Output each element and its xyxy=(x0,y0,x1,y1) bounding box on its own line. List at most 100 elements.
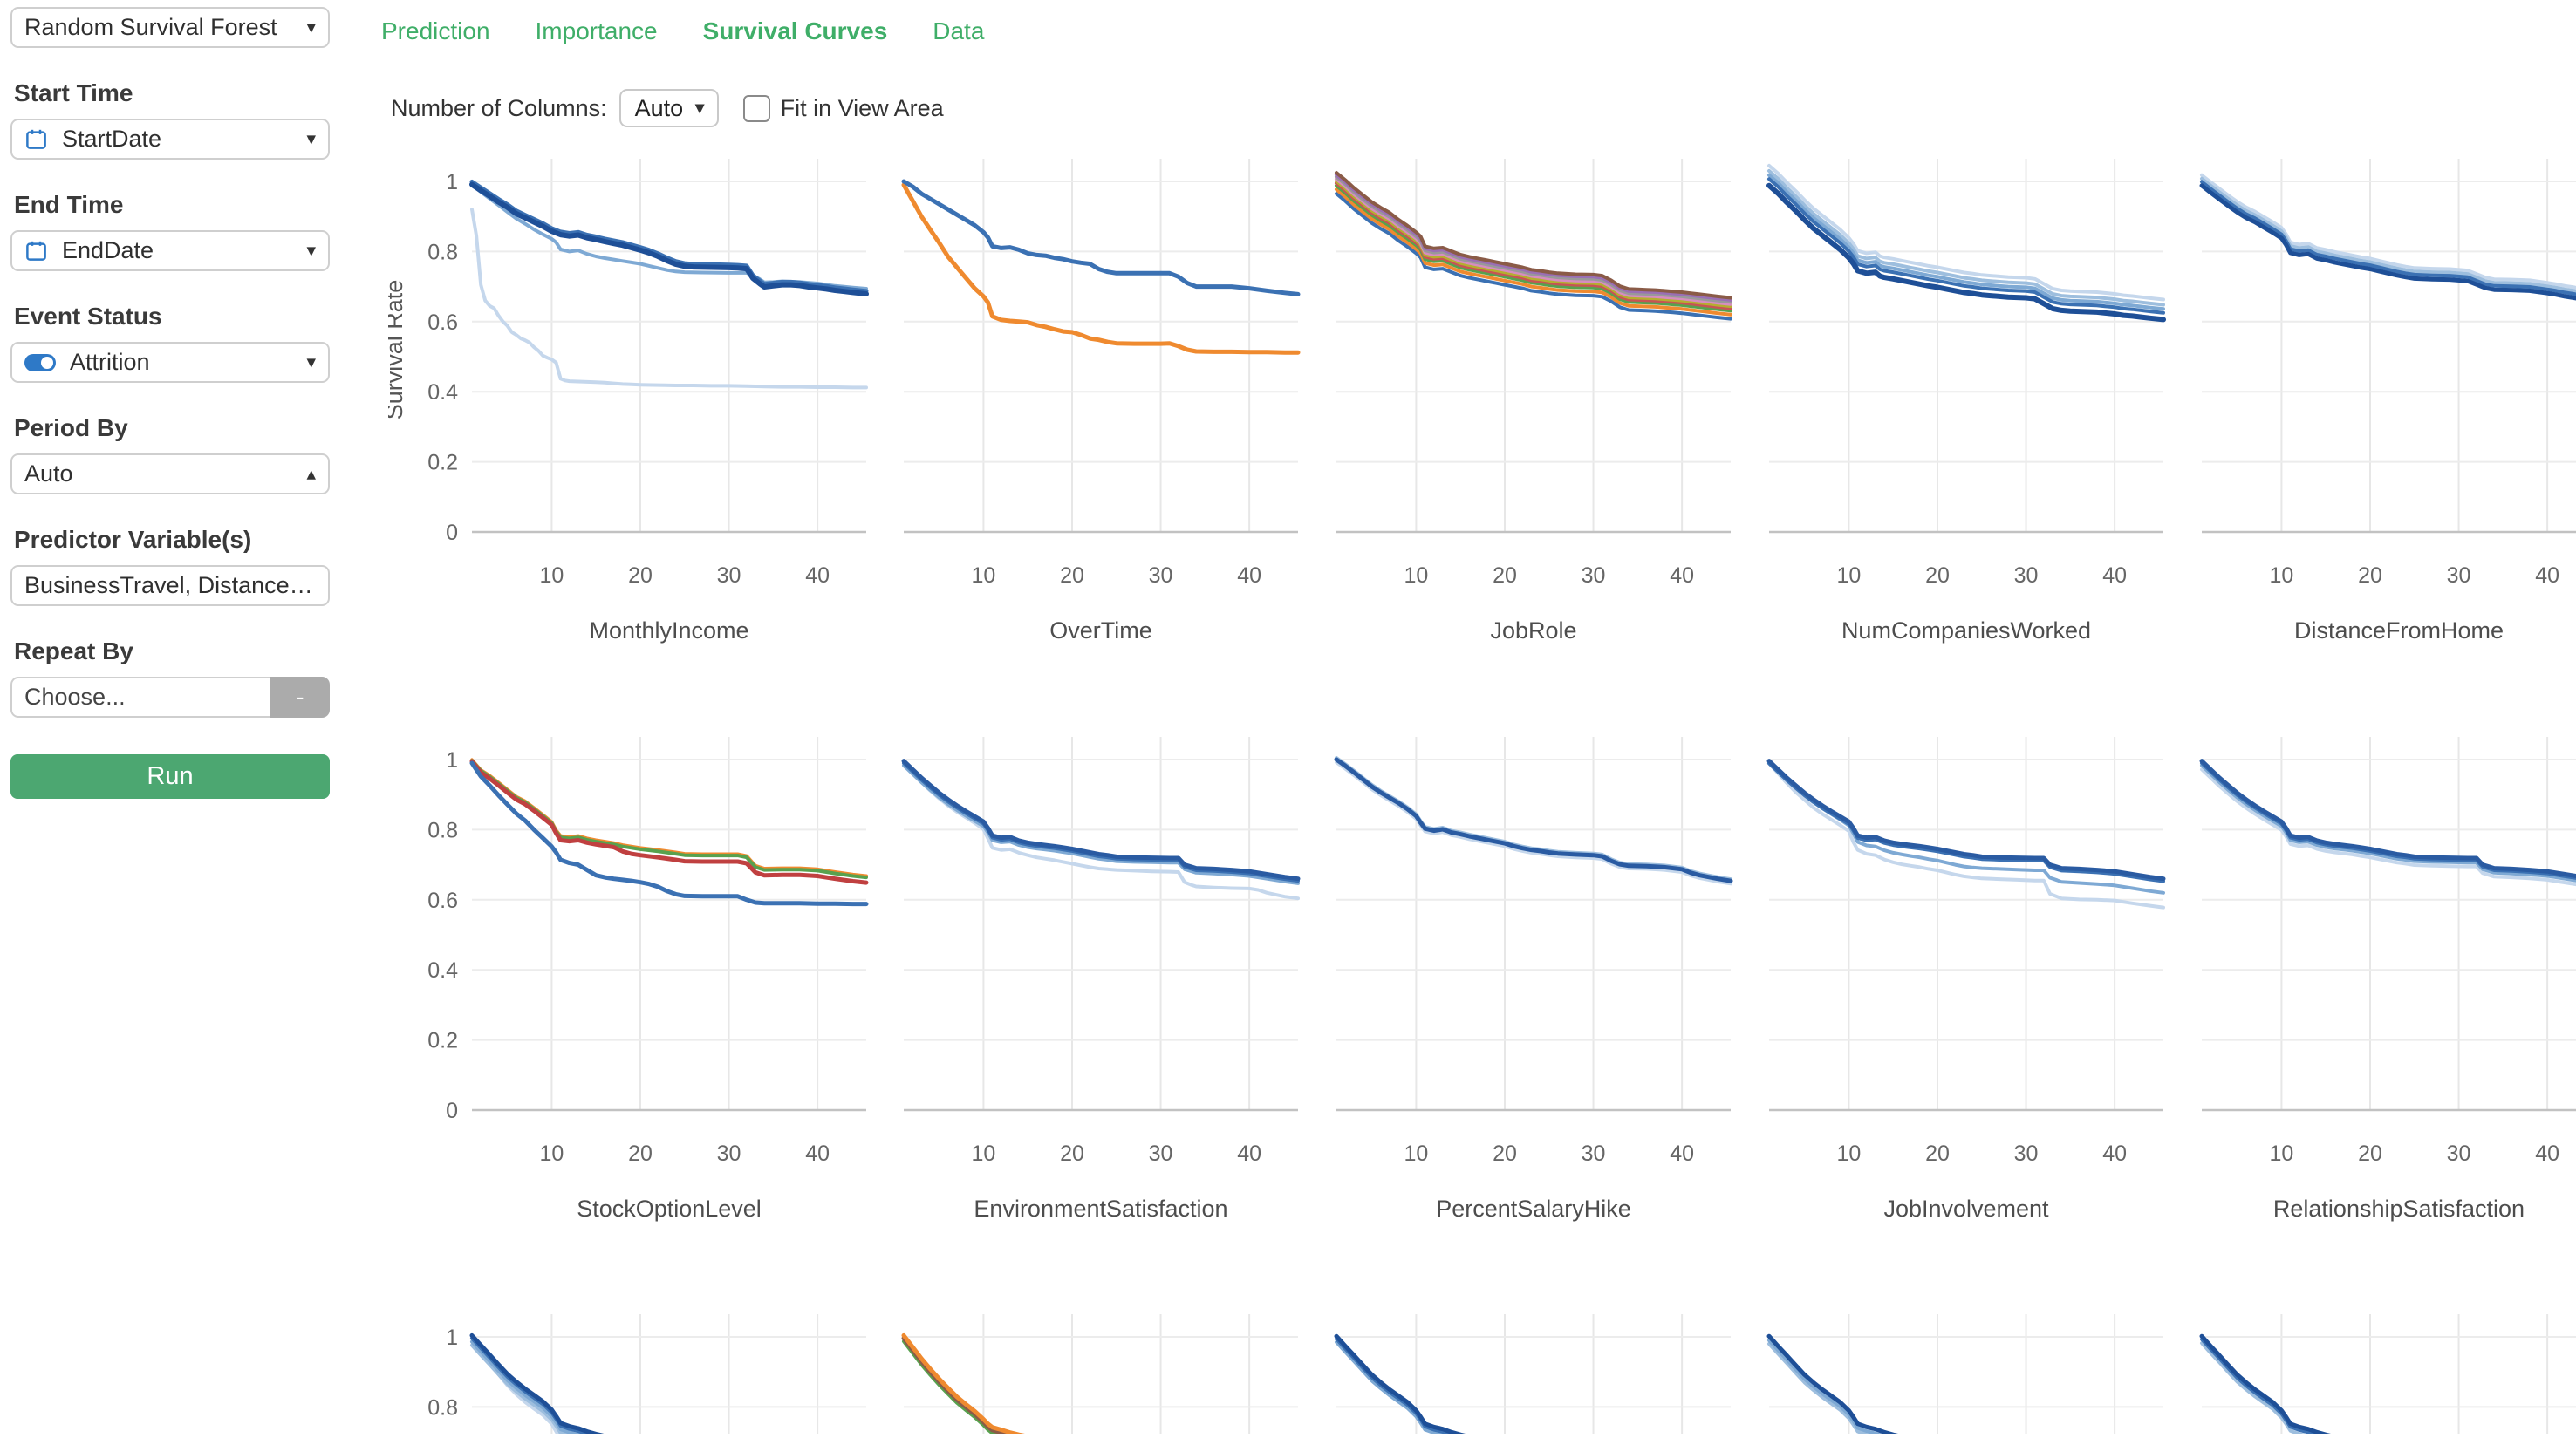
x-tick-label: 10 xyxy=(972,1142,996,1166)
chevron-down-icon: ▾ xyxy=(306,17,316,37)
survival-curve-2 xyxy=(470,183,868,290)
repeat-by-input[interactable]: Choose... xyxy=(10,677,270,718)
survival-curve-2 xyxy=(1335,756,1732,882)
survival-curve-1 xyxy=(1767,163,2165,302)
predictor-variables-label: Predictor Variable(s) xyxy=(14,526,252,553)
x-tick-label: 20 xyxy=(1060,1142,1084,1166)
event-status-select[interactable]: Attrition ▾ xyxy=(10,342,330,383)
x-tick-label: 30 xyxy=(2447,563,2471,588)
period-by-value: Auto xyxy=(24,460,73,487)
y-tick-label: 0 xyxy=(446,521,458,545)
model-select-value: Random Survival Forest xyxy=(24,14,277,40)
survival-curve-4 xyxy=(1767,177,2165,315)
y-tick-label: 0.8 xyxy=(427,1395,458,1420)
chart-title: EnvironmentSatisfaction xyxy=(974,1196,1227,1222)
tab-prediction[interactable]: Prediction xyxy=(381,17,490,44)
period-by-label: Period By xyxy=(14,414,128,441)
start-time-select[interactable]: StartDate ▾ xyxy=(10,119,330,160)
survival-chart-RelationshipSatisfaction: 10 20 30 40 RelationshipSatisfaction xyxy=(2199,737,2576,1222)
survival-curve-3 xyxy=(1767,761,2165,883)
run-button[interactable]: Run xyxy=(10,754,330,799)
y-tick-label: 1 xyxy=(446,748,458,773)
survival-curve-1 xyxy=(1335,1340,1458,1438)
x-tick-label: 10 xyxy=(540,1142,564,1166)
x-tick-label: 20 xyxy=(2358,1142,2382,1166)
end-time-label: End Time xyxy=(14,191,124,218)
survival-curve-1 xyxy=(2200,1341,2320,1438)
event-status-label: Event Status xyxy=(14,303,162,330)
repeat-by-label: Repeat By xyxy=(14,637,133,664)
survival-curve-3 xyxy=(2200,180,2576,296)
tab-data[interactable]: Data xyxy=(933,17,985,44)
survival-curve-6 xyxy=(1335,177,1732,306)
survival-curve-2 xyxy=(902,763,1300,885)
survival-curve-3 xyxy=(469,179,869,294)
tab-bar: Prediction Importance Survival Curves Da… xyxy=(381,17,984,45)
y-tick-label: 1 xyxy=(446,1326,458,1350)
x-tick-label: 40 xyxy=(2535,1142,2559,1166)
chart-title: StockOptionLevel xyxy=(577,1196,762,1222)
x-tick-label: 10 xyxy=(1837,563,1862,588)
survival-curve-3 xyxy=(469,759,869,885)
tab-survival-curves[interactable]: Survival Curves xyxy=(702,17,888,44)
survival-curve-1 xyxy=(2200,173,2576,290)
survival-curve-2 xyxy=(901,179,1301,296)
chart-toolbar: Number of Columns: Auto ▾ Fit in View Ar… xyxy=(391,89,944,127)
end-time-value: EndDate xyxy=(62,237,154,263)
survival-chart-PercentSalaryHike: 10 20 30 40 PercentSalaryHike xyxy=(1334,737,1733,1222)
x-tick-label: 10 xyxy=(972,563,996,588)
survival-curve-2 xyxy=(2200,1337,2334,1438)
number-of-columns-label: Number of Columns: xyxy=(391,94,607,121)
event-status-value: Attrition xyxy=(70,349,150,375)
x-tick-label: 40 xyxy=(1670,563,1694,588)
survival-curve-4 xyxy=(901,1332,1052,1438)
model-select[interactable]: Random Survival Forest ▾ xyxy=(10,7,330,48)
x-tick-label: 10 xyxy=(1837,1142,1862,1166)
x-tick-label: 40 xyxy=(1237,563,1261,588)
survival-curve-1 xyxy=(902,761,1300,901)
x-tick-label: 20 xyxy=(1060,563,1084,588)
repeat-by-clear-button[interactable]: - xyxy=(270,677,330,718)
survival-curve-2 xyxy=(1767,1339,1897,1438)
survival-curve-2 xyxy=(2200,176,2576,293)
survival-curve-3 xyxy=(901,1336,1034,1438)
x-tick-label: 20 xyxy=(1925,1142,1950,1166)
survival-curve-1 xyxy=(1335,192,1732,321)
y-tick-label: 0.6 xyxy=(427,310,458,335)
survival-curve-4 xyxy=(1766,759,2166,882)
predictor-variables-input[interactable]: BusinessTravel, DistanceFr... xyxy=(10,565,330,606)
survival-chart-row3-col4 xyxy=(1766,1314,2163,1438)
survival-curve-1 xyxy=(902,1338,1022,1438)
period-by-select[interactable]: Auto ▴ xyxy=(10,453,330,494)
x-tick-label: 10 xyxy=(1404,1142,1429,1166)
survival-curve-3 xyxy=(902,761,1300,883)
start-time-value: StartDate xyxy=(62,126,162,152)
y-tick-label: 0.8 xyxy=(427,240,458,264)
survival-curve-2 xyxy=(1335,187,1732,317)
fit-in-view-checkbox[interactable] xyxy=(742,94,770,122)
tab-importance[interactable]: Importance xyxy=(535,17,658,44)
y-axis-title: Survival Rate xyxy=(388,280,407,420)
survival-curve-1 xyxy=(470,1337,564,1438)
survival-chart-JobInvolvement: 10 20 30 40 JobInvolvement xyxy=(1766,737,2166,1222)
x-tick-label: 10 xyxy=(540,563,564,588)
chevron-down-icon: ▾ xyxy=(695,99,705,118)
survival-chart-OverTime: 10 20 30 40 OverTime xyxy=(901,159,1301,644)
number-of-columns-select[interactable]: Auto ▾ xyxy=(618,89,719,127)
chart-title: PercentSalaryHike xyxy=(1436,1196,1631,1222)
survival-curve-2 xyxy=(1335,1337,1471,1438)
survival-chart-row3-col2 xyxy=(901,1314,1298,1438)
survival-chart-row3-col1: 10.80.60.40.20 xyxy=(427,1314,866,1438)
x-tick-label: 20 xyxy=(628,1142,653,1166)
end-time-select[interactable]: EndDate ▾ xyxy=(10,230,330,271)
chevron-down-icon: ▾ xyxy=(306,241,316,261)
survival-curve-1 xyxy=(901,182,1301,355)
y-tick-label: 0.4 xyxy=(427,958,458,983)
survival-curves-grid: 1 0.8 0.6 0.4 0.2 0 Survival Rate 10 20 30 40 Month… xyxy=(381,155,2576,1438)
x-tick-label: 20 xyxy=(1493,1142,1517,1166)
x-tick-label: 20 xyxy=(2358,563,2382,588)
survival-chart-EnvironmentSatisfaction: 10 20 30 40 EnvironmentSatisfaction xyxy=(901,737,1301,1222)
x-tick-label: 10 xyxy=(2270,1142,2294,1166)
survival-curve-1 xyxy=(470,208,868,390)
